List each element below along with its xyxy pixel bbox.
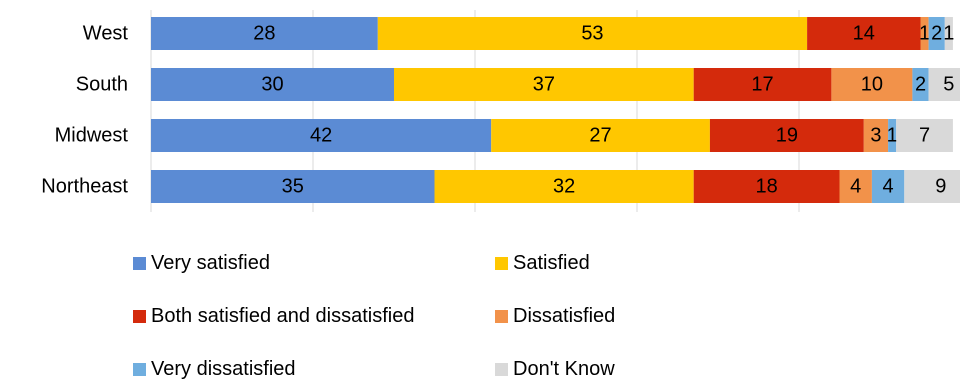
data-label: 42 bbox=[310, 125, 332, 147]
bar-segment bbox=[912, 68, 929, 101]
data-label: 18 bbox=[755, 176, 777, 198]
bar-segment bbox=[928, 17, 945, 50]
bar-segment bbox=[863, 119, 889, 152]
bar-segment bbox=[693, 170, 840, 203]
bar-segment bbox=[920, 17, 929, 50]
data-label: 30 bbox=[261, 74, 283, 96]
category-label: West bbox=[83, 23, 129, 45]
legend-item: Satisfied bbox=[495, 252, 590, 275]
legend-label: Both satisfied and dissatisfied bbox=[151, 305, 415, 327]
data-label: 10 bbox=[861, 74, 883, 96]
bar-segment bbox=[377, 17, 808, 50]
data-label: 3 bbox=[870, 125, 881, 147]
data-label: 1 bbox=[943, 23, 954, 45]
legend-item: Both satisfied and dissatisfied bbox=[133, 305, 415, 328]
legend-swatch bbox=[133, 310, 146, 323]
legend-swatch bbox=[133, 257, 146, 270]
data-label: 2 bbox=[931, 23, 942, 45]
data-label: 4 bbox=[883, 176, 894, 198]
bar-segment bbox=[151, 119, 492, 152]
bar-segment bbox=[807, 17, 921, 50]
legend-item: Very dissatisfied bbox=[133, 358, 296, 381]
data-label: 28 bbox=[253, 23, 275, 45]
category-label: Northeast bbox=[41, 176, 128, 198]
data-label: 37 bbox=[533, 74, 555, 96]
data-label: 35 bbox=[282, 176, 304, 198]
legend-item: Very satisfied bbox=[133, 252, 270, 275]
bar-segment bbox=[831, 68, 913, 101]
bar-segment bbox=[151, 17, 378, 50]
legend-swatch bbox=[495, 257, 508, 270]
data-label: 7 bbox=[919, 125, 930, 147]
data-label: 5 bbox=[943, 74, 954, 96]
legend-label: Dissatisfied bbox=[513, 305, 616, 327]
legend-swatch bbox=[495, 310, 508, 323]
data-label: 53 bbox=[581, 23, 603, 45]
legend-swatch bbox=[133, 363, 146, 376]
data-label: 4 bbox=[850, 176, 861, 198]
bar-segment bbox=[151, 170, 435, 203]
data-label: 2 bbox=[915, 74, 926, 96]
bar-segment bbox=[888, 119, 897, 152]
legend-item: Don't Know bbox=[495, 358, 615, 381]
bar-segment bbox=[944, 17, 953, 50]
data-label: 1 bbox=[887, 125, 898, 147]
data-label: 19 bbox=[776, 125, 798, 147]
category-label: Midwest bbox=[55, 125, 129, 147]
bar-segment bbox=[871, 170, 905, 203]
legend-label: Very dissatisfied bbox=[151, 358, 296, 380]
bar-segment bbox=[693, 68, 832, 101]
bar-segment bbox=[151, 68, 394, 101]
data-label: 1 bbox=[919, 23, 930, 45]
data-label: 27 bbox=[589, 125, 611, 147]
bar-segment bbox=[434, 170, 694, 203]
bar-segment bbox=[904, 170, 960, 203]
legend-label: Very satisfied bbox=[151, 252, 270, 274]
legend-label: Satisfied bbox=[513, 252, 590, 274]
category-label: South bbox=[76, 74, 128, 96]
legend-label: Don't Know bbox=[513, 358, 615, 380]
legend-swatch bbox=[495, 363, 508, 376]
bar-segment bbox=[839, 170, 872, 203]
data-label: 17 bbox=[751, 74, 773, 96]
bar-segment bbox=[709, 119, 864, 152]
legend-item: Dissatisfied bbox=[495, 305, 615, 328]
bar-segment bbox=[394, 68, 694, 101]
data-label: 9 bbox=[935, 176, 946, 198]
bar-segment bbox=[491, 119, 710, 152]
bar-segment bbox=[928, 68, 960, 101]
bar-segment bbox=[896, 119, 953, 152]
data-label: 14 bbox=[853, 23, 875, 45]
data-label: 32 bbox=[553, 176, 575, 198]
